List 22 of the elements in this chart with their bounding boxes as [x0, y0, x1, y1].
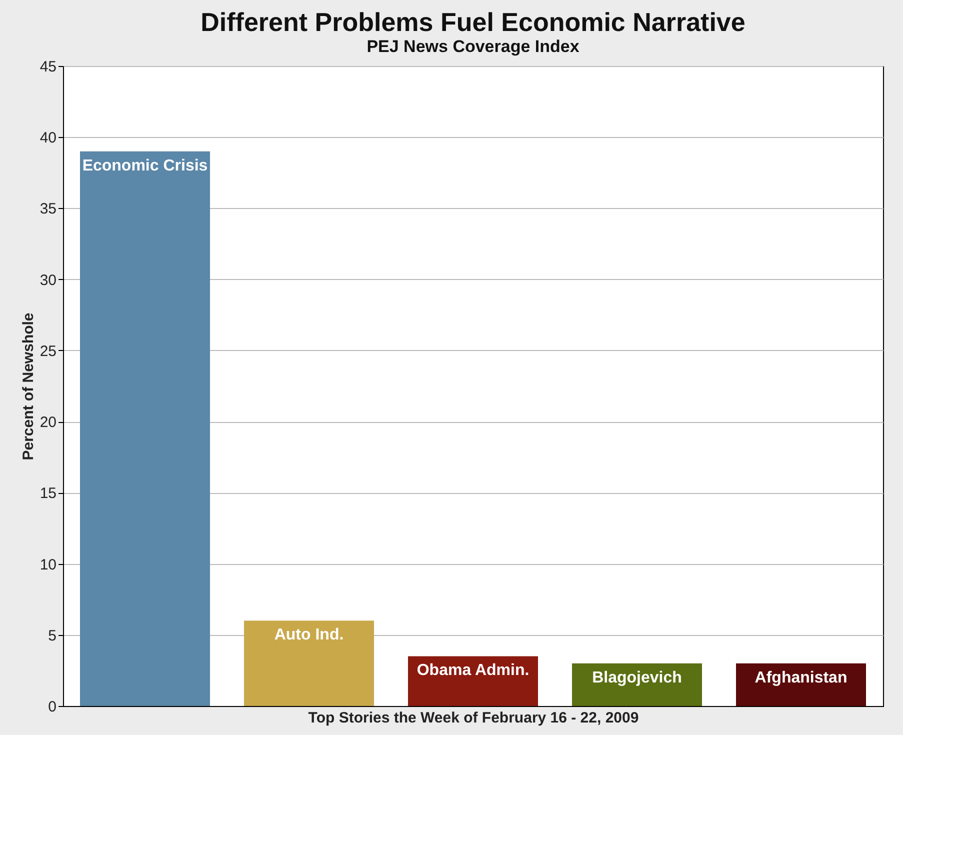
y-tick-label: 30: [40, 272, 56, 289]
y-tick-label: 5: [48, 627, 56, 644]
x-tick-label: Blagojevich: [592, 669, 682, 686]
y-tick-label: 15: [40, 485, 56, 502]
x-tick-label: Afghanistan: [754, 669, 848, 686]
chart-title: Different Problems Fuel Economic Narrative: [200, 7, 746, 37]
bar: [244, 620, 374, 706]
y-tick-label: 25: [40, 342, 56, 360]
y-axis-title: Percent of Newshole: [20, 312, 37, 460]
bar: [408, 656, 538, 706]
chart-subtitle: PEJ News Coverage Index: [366, 37, 580, 56]
y-tick-label: 20: [40, 414, 56, 432]
y-tick-label: 40: [40, 130, 56, 147]
x-axis-title: Top Stories the Week of February 16 - 22, 2009: [308, 710, 639, 726]
bar: [80, 151, 210, 706]
x-tick-label: Auto Ind.: [274, 626, 344, 644]
y-tick-label: 10: [40, 556, 56, 574]
x-tick-label: Obama Admin.: [416, 662, 530, 680]
y-tick-label: 45: [40, 58, 56, 76]
y-tick-label: 35: [40, 200, 56, 218]
x-tick-label: Economic Crisis: [82, 157, 208, 174]
y-tick-label: 0: [48, 698, 56, 716]
